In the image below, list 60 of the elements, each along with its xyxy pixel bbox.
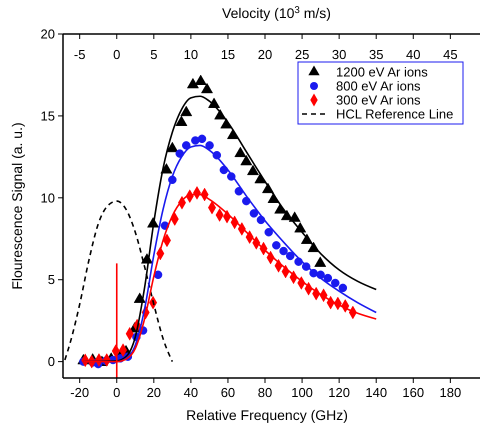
x2-tick-label: 25 (294, 47, 310, 62)
x-tick-label: 60 (220, 385, 236, 400)
x2-axis-title: Velocity (10$^{3}$ m/s) (222, 4, 331, 21)
point (187, 78, 199, 88)
point (331, 278, 340, 288)
y-tick-label: 0 (48, 354, 55, 370)
point (182, 141, 190, 150)
x2-tick-label: 35 (368, 47, 384, 62)
point (240, 155, 252, 166)
legend-label: HCL Reference Line (336, 106, 454, 122)
x-tick-label: 20 (146, 385, 162, 400)
point (338, 284, 348, 292)
x-tick-label: 120 (328, 385, 350, 400)
y-tick-label: 10 (40, 190, 55, 206)
x-tick-label: 180 (439, 385, 462, 400)
x-tick-label: -20 (70, 385, 90, 400)
point (272, 241, 281, 250)
point (250, 209, 258, 218)
x-tick-label: 40 (184, 385, 198, 400)
x-axis-title: Relative Frequency (GHz) (186, 407, 348, 423)
point (194, 74, 207, 86)
legend-label: 800 eV Ar ions (336, 78, 422, 94)
point (314, 256, 326, 267)
point (286, 252, 294, 260)
point (154, 270, 162, 280)
point (166, 142, 178, 152)
x2-tick-label: 10 (184, 47, 198, 62)
point (176, 116, 188, 126)
point (324, 274, 332, 282)
y-axis-title: Flourescence Signal (a. u.) (9, 122, 25, 290)
point (247, 164, 259, 176)
legend-label: 300 eV Ar ions (336, 92, 422, 108)
x2-tick-label: 15 (220, 47, 236, 62)
x-tick-label: 160 (402, 385, 424, 400)
y-tick-label: 15 (40, 108, 55, 124)
y-tick-label: 5 (48, 272, 55, 288)
point (201, 82, 213, 94)
point (234, 146, 246, 158)
x2-tick-label: 45 (443, 47, 458, 62)
legend-label: 1200 eV Ar ions (336, 64, 428, 80)
point (180, 106, 192, 116)
x2-tick-label: 20 (258, 47, 272, 62)
point (160, 163, 172, 174)
point (288, 212, 301, 222)
point (279, 246, 288, 256)
point (264, 228, 273, 236)
x2-tick-label: -5 (74, 47, 86, 62)
x-tick-label: 80 (258, 385, 272, 400)
x2-tick-label: 5 (150, 47, 158, 62)
x-tick-label: 100 (291, 385, 313, 400)
point (205, 141, 214, 150)
x2-tick-label: 30 (332, 47, 346, 62)
point (191, 136, 200, 145)
x-tick-label: 0 (113, 385, 120, 400)
y-tick-label: 20 (40, 26, 55, 42)
x-tick-label: 140 (365, 385, 388, 400)
x2-tick-label: 0 (113, 47, 120, 62)
point (198, 134, 206, 144)
point (134, 292, 146, 303)
x2-tick-label: 40 (406, 47, 421, 62)
